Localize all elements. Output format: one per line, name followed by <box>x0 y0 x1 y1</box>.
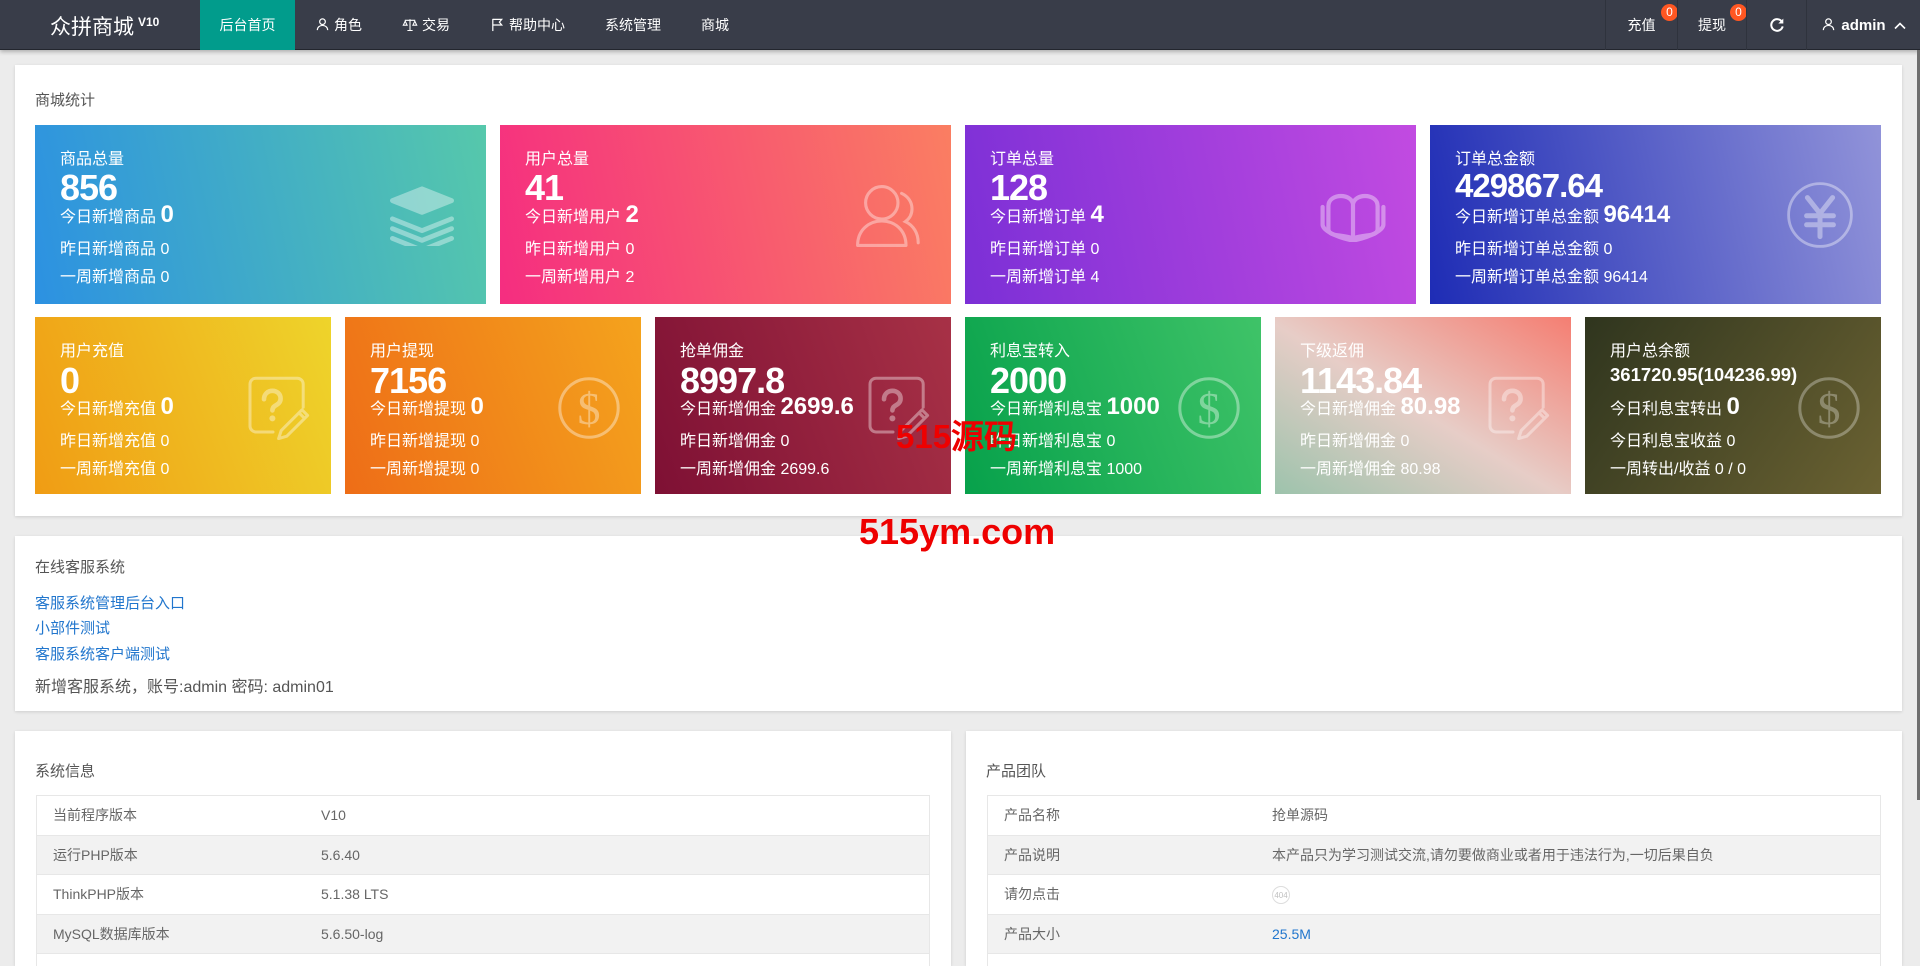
svg-text:$: $ <box>578 383 601 434</box>
svg-text:$: $ <box>1198 383 1221 434</box>
svg-text:$: $ <box>1818 383 1841 434</box>
